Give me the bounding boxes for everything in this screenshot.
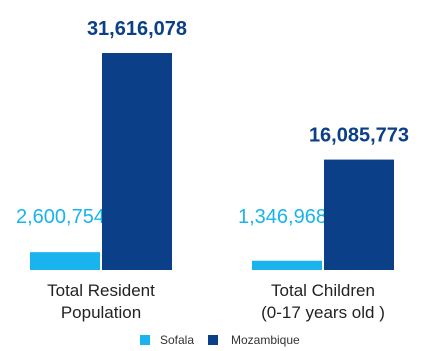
category-label-0-line-1: Population	[61, 303, 141, 322]
category-label-0-line-0: Total Resident	[47, 281, 155, 300]
category-label-1-line-0: Total Children	[271, 281, 375, 300]
bar-mozambique-1	[324, 159, 394, 270]
legend-label-mozambique: Mozambique	[231, 333, 300, 347]
value-label-mozambique-0: 31,616,078	[87, 18, 187, 40]
value-label-sofala-1: 1,346,968	[238, 206, 327, 228]
category-label-1-line-1: (0-17 years old )	[261, 303, 385, 322]
legend-swatch-mozambique	[208, 335, 218, 345]
bar-mozambique-0	[102, 53, 172, 270]
bar-sofala-1	[252, 260, 322, 270]
legend-swatch-sofala	[140, 335, 150, 345]
legend-label-sofala: Sofala	[160, 333, 194, 347]
value-label-mozambique-1: 16,085,773	[309, 125, 409, 147]
value-label-sofala-0: 2,600,754	[16, 206, 105, 228]
bar-sofala-0	[30, 252, 100, 270]
